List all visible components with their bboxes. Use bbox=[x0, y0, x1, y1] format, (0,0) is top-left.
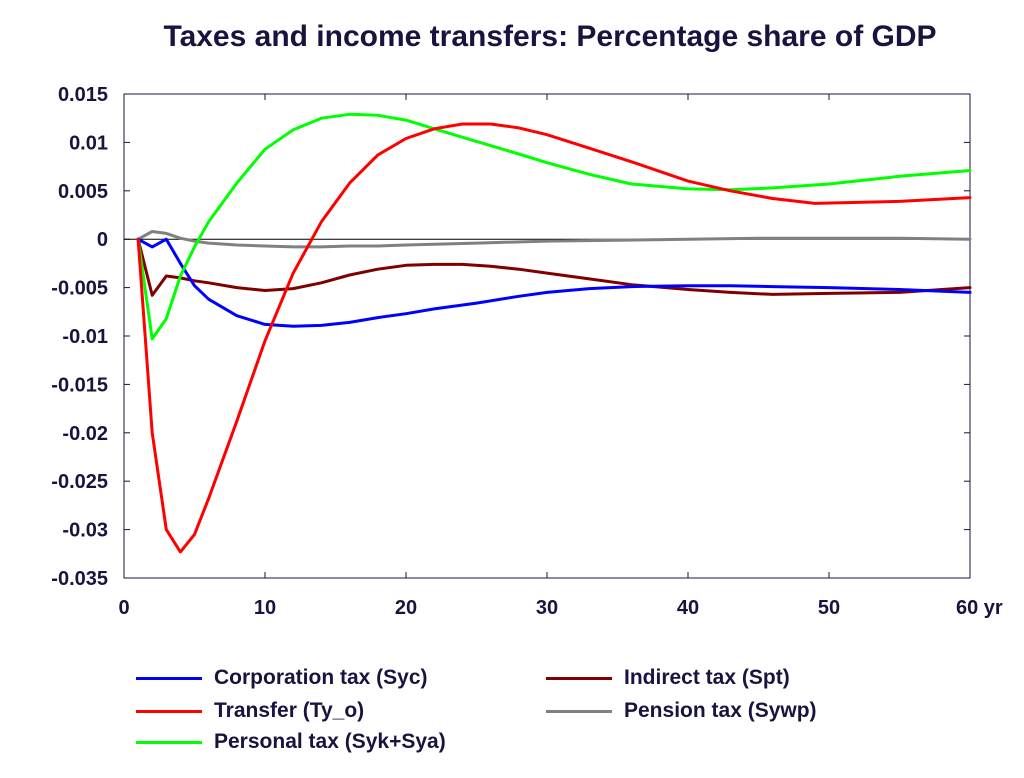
legend-item-transfer: Transfer (Ty_o) bbox=[136, 699, 364, 723]
series-line-personal-tax-syk-sya bbox=[136, 112, 972, 341]
y-tick-label: 0 bbox=[97, 229, 108, 251]
legend-swatch-transfer bbox=[136, 709, 202, 713]
y-tick-label: -0.035 bbox=[51, 568, 108, 590]
y-tick-label: -0.015 bbox=[51, 374, 108, 396]
y-tick-label: -0.02 bbox=[62, 423, 108, 445]
legend-swatch-personal-tax bbox=[136, 740, 202, 744]
y-tick-label: -0.005 bbox=[51, 278, 108, 300]
series-line-corporation-tax-syc bbox=[136, 237, 972, 328]
x-tick-label: 10 bbox=[254, 597, 276, 619]
legend-swatch-pension-tax bbox=[546, 709, 612, 713]
x-tick-label: 20 bbox=[395, 597, 417, 619]
series-lines bbox=[136, 112, 972, 554]
legend-label: Pension tax (Sywp) bbox=[624, 699, 817, 722]
y-tick-label: -0.03 bbox=[62, 520, 108, 542]
line-chart: 0.015 0.01 0.005 0 -0.005 -0.01 -0.015 -0.02 -0.… bbox=[51, 84, 1003, 619]
y-tick-label: -0.025 bbox=[51, 471, 108, 493]
x-tick-label: 30 bbox=[536, 597, 558, 619]
legend-swatch-indirect-tax bbox=[546, 676, 612, 680]
y-tick-label: 0.01 bbox=[69, 132, 108, 154]
y-tick-labels: 0.015 0.01 0.005 0 -0.005 -0.01 -0.015 -0.02 -0.… bbox=[51, 84, 108, 590]
series-line-transfer-ty-o bbox=[136, 122, 972, 554]
x-tick-label: 40 bbox=[677, 597, 699, 619]
series-line-pension-tax-sywp bbox=[136, 230, 972, 249]
x-tick-label: 0 bbox=[118, 597, 129, 619]
legend-item-personal-tax: Personal tax (Syk+Sya) bbox=[136, 730, 446, 754]
legend-item-corporation-tax: Corporation tax (Syc) bbox=[136, 666, 428, 690]
legend-label: Corporation tax (Syc) bbox=[214, 666, 428, 689]
legend-item-pension-tax: Pension tax (Sywp) bbox=[546, 699, 817, 723]
legend-label: Transfer (Ty_o) bbox=[214, 699, 365, 722]
legend-item-indirect-tax: Indirect tax (Spt) bbox=[546, 666, 790, 690]
legend-swatch-corporation-tax bbox=[136, 676, 202, 680]
y-tick-label: -0.01 bbox=[62, 326, 108, 348]
legend-label: Indirect tax (Spt) bbox=[624, 666, 790, 689]
x-tick-label: 50 bbox=[818, 597, 840, 619]
x-tick-labels: 0 10 20 30 40 50 60 yr bbox=[118, 597, 1002, 619]
chart-title: Taxes and income transfers: Percentage s… bbox=[163, 20, 937, 53]
x-tick-label: 60 yr bbox=[956, 597, 1003, 619]
legend-label: Personal tax (Syk+Sya) bbox=[214, 730, 446, 753]
y-tick-label: 0.015 bbox=[58, 84, 108, 106]
y-tick-label: 0.005 bbox=[58, 181, 108, 203]
series-line-indirect-tax-spt bbox=[136, 237, 972, 297]
